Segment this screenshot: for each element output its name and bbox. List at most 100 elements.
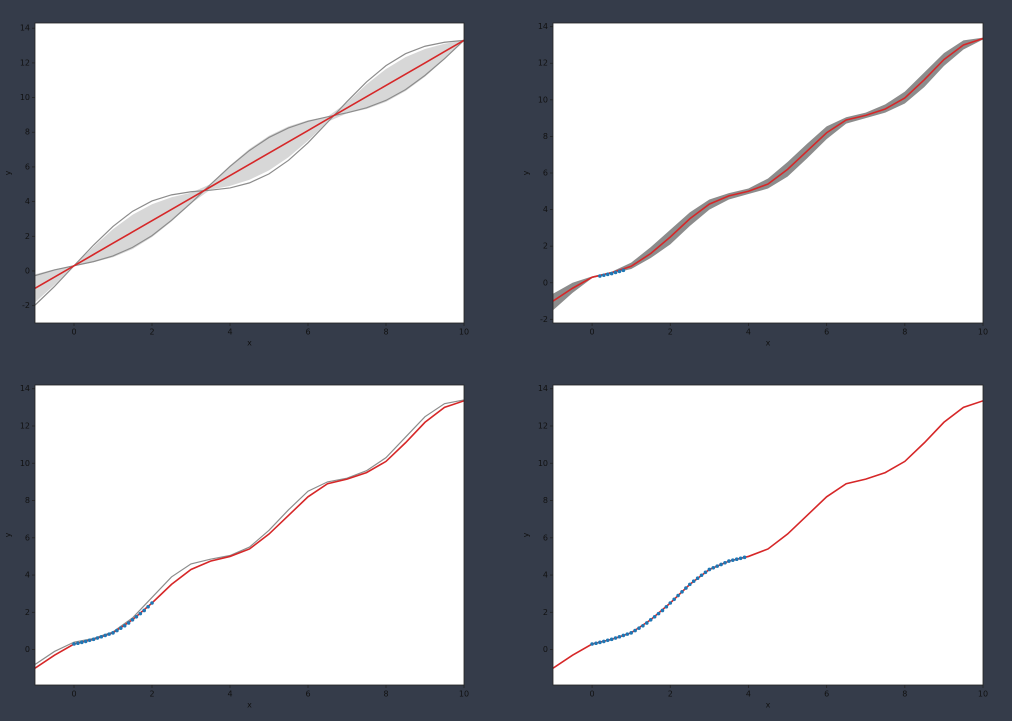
y-axis-label: y [522,170,531,175]
observation [598,274,602,278]
observation [676,593,680,598]
x-tick-label: 2 [668,328,673,337]
observation [594,641,598,646]
observation [138,611,143,616]
x-tick-label: 6 [305,328,310,337]
x-tick-label: 10 [459,328,469,337]
observation [695,576,700,581]
observation [146,604,150,609]
observation [734,557,739,562]
observation [633,628,637,633]
y-tick-label: 10 [20,459,30,468]
y-tick-label: 10 [538,95,548,104]
x-tick-label: 4 [746,328,751,337]
x-tick-label: 2 [668,690,673,699]
observation [602,273,606,278]
y-tick-label: 0 [543,278,548,287]
plot-area [35,385,464,685]
axes-frame [34,384,465,686]
y-tick-label: 12 [20,421,30,430]
x-tick-label: 8 [383,328,388,337]
observation [719,562,723,567]
observation [668,601,673,605]
observation [645,621,649,625]
observation [617,634,622,639]
observation [691,579,696,584]
y-axis-label: y [4,170,13,175]
y-tick-label: 6 [25,162,30,171]
y-tick-label: 8 [25,128,30,137]
observation [637,626,641,630]
y-tick-label: 12 [538,421,548,430]
x-tick-label: 6 [824,328,829,337]
y-tick-label: 6 [543,169,548,178]
x-tick-label: 10 [978,328,988,337]
y-tick-label: 2 [543,242,548,251]
observation [731,558,735,562]
observation [660,608,665,613]
x-tick-label: 4 [227,328,232,337]
y-tick-label: 4 [543,205,548,214]
x-tick-label: 0 [71,690,76,699]
observation [130,617,135,622]
y-tick-label: 10 [20,93,30,102]
series-line [35,39,464,290]
plot-area [553,23,983,323]
observation [76,641,80,646]
y-axis-label: y [522,532,531,537]
y-tick-label: -2 [22,301,30,310]
observation [605,638,610,643]
y-tick-label: 14 [538,384,548,393]
observation [80,640,84,645]
series-line [35,399,464,665]
x-tick-label: 8 [902,328,907,337]
y-tick-label: -2 [540,315,548,324]
observation [738,556,743,561]
observation [621,633,626,638]
y-tick-label: 6 [25,533,30,542]
y-tick-label: 4 [543,571,548,580]
observation [95,636,100,640]
subplot: 0 2 4 6 8 10 0 2 4 6 8 10 12 14 x y [522,384,989,709]
y-tick-label: 8 [25,496,30,505]
observation [72,642,76,646]
x-tick-label: 6 [824,690,829,699]
subplot: 0 2 4 6 8 10 0 2 4 6 8 10 12 14 x y [4,384,470,709]
x-tick-label: 8 [383,690,388,699]
observation [83,639,88,644]
observation [629,631,633,635]
observation [111,631,115,635]
x-tick-label: 8 [902,690,907,699]
x-axis-label: x [766,339,771,348]
y-tick-label: 8 [543,496,548,505]
y-tick-label: 4 [25,571,30,580]
plot-content [553,400,983,669]
plot-content [35,399,464,669]
observation [703,570,708,575]
series-line [553,37,983,302]
x-tick-label: 4 [746,690,751,699]
x-tick-label: 2 [149,328,154,337]
observation [652,615,657,619]
y-tick-label: 0 [25,266,30,275]
observation [605,272,610,277]
y-tick-label: 2 [543,608,548,617]
x-tick-label: 0 [71,328,76,337]
observation [742,555,747,560]
y-tick-label: 10 [538,459,548,468]
y-tick-label: 14 [20,24,30,33]
confidence-band [35,40,464,303]
observation [598,640,602,645]
x-axis-label: x [247,701,252,710]
plot-area [553,385,983,685]
y-tick-label: 2 [25,232,30,241]
observation [672,597,676,602]
observation [613,636,618,640]
confidence-band [553,37,983,311]
observation [680,590,684,594]
y-tick-label: 4 [25,197,30,206]
observation [684,586,688,590]
y-tick-label: 0 [543,645,548,654]
y-tick-label: 14 [20,384,30,393]
